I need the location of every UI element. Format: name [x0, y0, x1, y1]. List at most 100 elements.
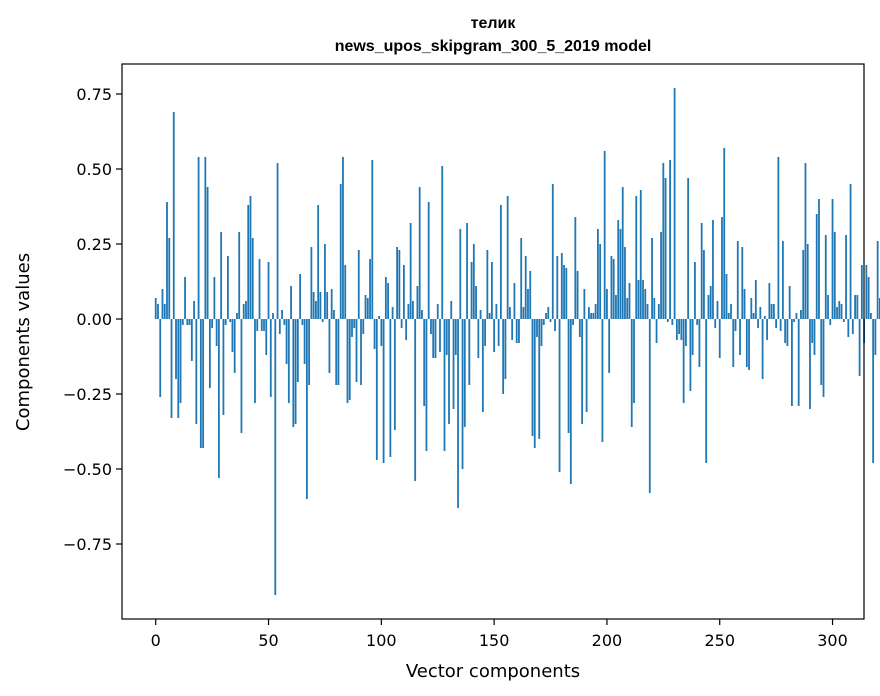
bar-component-241 [698, 319, 701, 367]
bar-component-278 [781, 241, 784, 319]
bar-component-275 [775, 319, 778, 328]
bar-component-318 [872, 319, 875, 463]
bar-component-112 [407, 304, 410, 319]
bar-component-85 [346, 319, 349, 403]
bar-component-102 [384, 277, 387, 319]
bar-component-32 [227, 256, 229, 319]
bar-component-283 [793, 319, 796, 322]
bar-component-83 [342, 157, 344, 319]
bar-component-69 [310, 247, 313, 319]
bar-component-298 [827, 295, 829, 319]
bar-component-315 [865, 265, 868, 319]
bar-component-115 [414, 319, 417, 481]
bar-component-291 [811, 319, 814, 343]
bar-component-177 [554, 319, 556, 331]
bar-component-152 [497, 319, 500, 346]
bar-component-281 [788, 286, 791, 319]
bar-component-21 [202, 319, 204, 448]
bar-component-91 [360, 319, 362, 385]
bar-component-103 [387, 283, 389, 319]
bar-component-145 [481, 319, 484, 412]
bar-component-67 [305, 319, 308, 499]
bar-component-273 [770, 304, 773, 319]
bar-component-135 [459, 229, 462, 319]
x-tick-label: 200 [592, 631, 623, 650]
bar-component-173 [545, 313, 547, 319]
bar-component-265 [752, 313, 755, 319]
bar-component-182 [565, 268, 568, 319]
bar-component-192 [587, 307, 590, 319]
bar-component-195 [594, 304, 597, 319]
bar-component-191 [585, 319, 588, 412]
bar-component-86 [348, 319, 351, 400]
bar-component-218 [646, 304, 649, 319]
bar-component-10 [177, 319, 180, 418]
bar-component-237 [689, 319, 692, 391]
x-axis-label: Vector components [406, 661, 580, 682]
bar-component-130 [448, 319, 450, 424]
bar-component-34 [231, 319, 234, 352]
bar-component-209 [626, 298, 629, 319]
bar-component-212 [633, 319, 635, 403]
bar-component-297 [824, 235, 827, 319]
bar-component-100 [380, 319, 383, 346]
bar-component-59 [287, 319, 290, 403]
x-tick-label: 300 [817, 631, 848, 650]
bar-component-35 [233, 319, 236, 373]
bar-component-75 [324, 244, 326, 319]
bar-component-168 [533, 319, 536, 448]
bar-component-270 [763, 316, 766, 319]
bar-component-186 [574, 217, 577, 319]
bar-component-306 [845, 235, 847, 319]
bar-component-289 [806, 244, 809, 319]
bar-component-77 [328, 319, 331, 373]
bar-component-52 [272, 313, 274, 319]
bar-component-208 [624, 247, 626, 319]
bar-component-74 [321, 319, 324, 322]
bar-component-17 [193, 301, 195, 319]
bar-component-53 [274, 319, 277, 595]
bar-component-54 [276, 163, 279, 319]
bar-component-1 [157, 304, 159, 319]
bar-component-221 [653, 298, 656, 319]
bar-component-236 [687, 178, 690, 319]
bar-component-307 [847, 319, 850, 337]
x-tick-label: 0 [151, 631, 161, 650]
bar-component-257 [734, 319, 737, 331]
bar-component-161 [518, 319, 520, 343]
bar-component-169 [536, 319, 538, 337]
bar-component-175 [549, 319, 552, 322]
bar-component-245 [707, 295, 710, 319]
bar-component-96 [371, 160, 374, 319]
bar-component-71 [315, 301, 317, 319]
bar-component-125 [436, 304, 439, 319]
bar-component-46 [258, 259, 261, 319]
bar-component-214 [637, 280, 640, 319]
bar-component-305 [842, 319, 845, 322]
y-tick-label: 0.25 [76, 235, 112, 254]
bar-component-172 [542, 319, 545, 325]
bar-component-249 [716, 301, 719, 319]
bar-component-242 [700, 223, 703, 319]
bar-component-282 [791, 319, 793, 406]
bar-component-311 [856, 295, 859, 319]
bar-component-26 [213, 277, 216, 319]
bar-component-219 [648, 319, 651, 493]
bar-component-90 [357, 250, 360, 319]
bar-component-220 [651, 238, 653, 319]
bar-component-118 [421, 310, 423, 319]
bar-component-49 [265, 319, 268, 355]
bar-component-89 [355, 319, 358, 382]
bar-component-202 [610, 256, 613, 319]
bar-component-223 [657, 304, 660, 319]
bar-component-111 [405, 319, 408, 340]
bar-component-97 [373, 319, 376, 349]
chart-title-line-2: news_upos_skipgram_300_5_2019 model [335, 38, 652, 55]
bar-component-246 [709, 286, 712, 319]
bar-component-207 [621, 187, 624, 319]
bar-component-288 [804, 163, 807, 319]
bar-component-95 [369, 259, 371, 319]
bar-component-24 [208, 319, 211, 388]
bar-component-2 [159, 319, 162, 397]
bar-component-228 [669, 160, 671, 319]
